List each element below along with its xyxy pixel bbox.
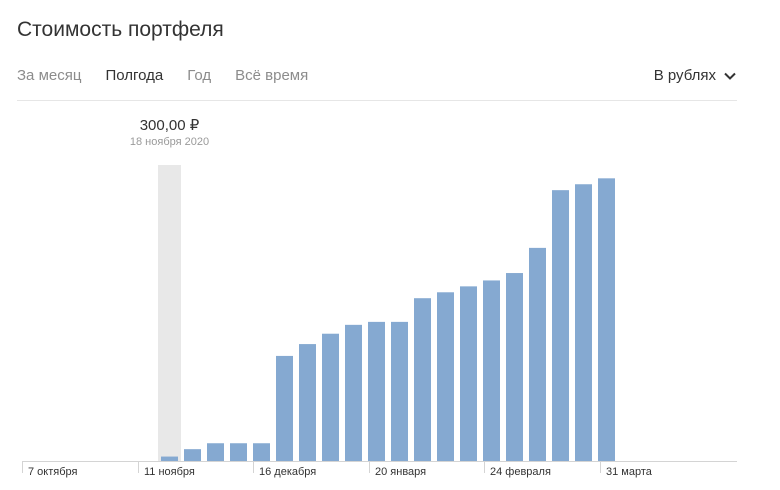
bar[interactable] bbox=[437, 292, 454, 461]
bar[interactable] bbox=[414, 298, 431, 461]
tab-all-time[interactable]: Всё время bbox=[235, 67, 309, 84]
currency-dropdown-label: В рублях bbox=[653, 67, 716, 84]
tab-year[interactable]: Год bbox=[187, 67, 212, 84]
bar[interactable] bbox=[391, 321, 408, 461]
bar[interactable] bbox=[598, 178, 615, 461]
bar[interactable] bbox=[483, 280, 500, 461]
tooltip-value: 300,00 ₽ bbox=[139, 117, 200, 134]
bar[interactable] bbox=[322, 333, 339, 461]
bar[interactable] bbox=[460, 286, 477, 461]
period-tabs: За месяц Полгода Год Всё время bbox=[17, 67, 332, 84]
bar-tooltip: 300,00 ₽ 18 ноября 2020 bbox=[100, 116, 240, 148]
bar[interactable] bbox=[506, 273, 523, 461]
bar[interactable] bbox=[230, 443, 247, 461]
bar[interactable] bbox=[299, 344, 316, 461]
currency-dropdown[interactable]: В рублях bbox=[654, 67, 736, 84]
tab-month[interactable]: За месяц bbox=[17, 67, 82, 84]
tab-half-year[interactable]: Полгода bbox=[105, 67, 164, 84]
highlight-column bbox=[158, 165, 181, 461]
x-tick-label: 31 марта bbox=[606, 466, 653, 478]
bar[interactable] bbox=[575, 184, 592, 462]
x-tick-label: 16 декабря bbox=[259, 466, 316, 478]
bar[interactable] bbox=[253, 443, 270, 461]
x-tick-label: 24 февраля bbox=[490, 466, 551, 478]
bar[interactable] bbox=[184, 449, 201, 461]
page-title: Стоимость портфеля bbox=[17, 18, 224, 41]
bar[interactable] bbox=[368, 321, 385, 461]
bar[interactable] bbox=[207, 443, 224, 461]
bar[interactable] bbox=[552, 190, 569, 461]
x-tick-label: 7 октября bbox=[28, 466, 78, 478]
tooltip-date: 18 ноября 2020 bbox=[129, 136, 210, 148]
x-tick-label: 11 ноября bbox=[144, 466, 195, 478]
header-divider bbox=[17, 100, 737, 101]
bar[interactable] bbox=[161, 456, 178, 461]
bar[interactable] bbox=[276, 355, 293, 461]
bar[interactable] bbox=[345, 324, 362, 461]
chevron-down-icon bbox=[724, 72, 736, 80]
x-tick-label: 20 января bbox=[375, 466, 426, 478]
bar[interactable] bbox=[529, 247, 546, 461]
